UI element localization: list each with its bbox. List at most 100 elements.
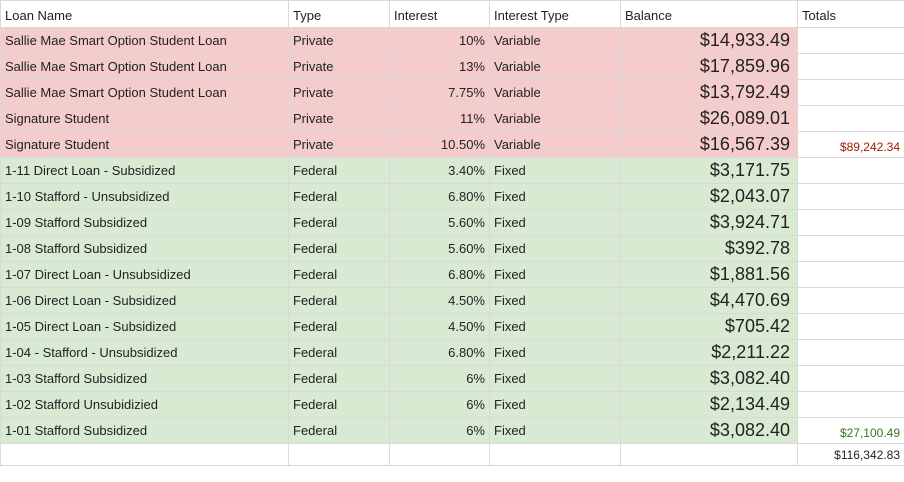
loan-name-cell[interactable]: 1-10 Stafford - Unsubsidized [0,183,289,210]
header-totals[interactable]: Totals [797,0,904,28]
interest-cell[interactable]: 10% [389,27,490,54]
interest-cell[interactable]: 6.80% [389,183,490,210]
interest-cell[interactable]: 13% [389,53,490,80]
balance-cell[interactable]: $3,082.40 [620,417,798,444]
interest-type-cell[interactable]: Fixed [489,157,621,184]
interest-type-cell[interactable]: Fixed [489,365,621,392]
interest-cell[interactable]: 6% [389,417,490,444]
total-cell[interactable] [797,79,904,106]
balance-cell[interactable]: $13,792.49 [620,79,798,106]
balance-cell[interactable]: $17,859.96 [620,53,798,80]
total-cell[interactable] [797,313,904,340]
loan-name-cell[interactable]: 1-04 - Stafford - Unsubsidized [0,339,289,366]
total-cell[interactable] [797,209,904,236]
loan-type-cell[interactable]: Federal [288,365,390,392]
empty-cell[interactable] [0,443,289,466]
total-cell[interactable] [797,53,904,80]
interest-cell[interactable]: 4.50% [389,287,490,314]
loan-type-cell[interactable]: Private [288,53,390,80]
empty-cell[interactable] [489,443,621,466]
interest-cell[interactable]: 11% [389,105,490,132]
balance-cell[interactable]: $2,211.22 [620,339,798,366]
total-cell[interactable] [797,287,904,314]
loan-type-cell[interactable]: Federal [288,157,390,184]
loan-name-cell[interactable]: Sallie Mae Smart Option Student Loan [0,53,289,80]
loan-type-cell[interactable]: Private [288,27,390,54]
interest-type-cell[interactable]: Fixed [489,313,621,340]
loan-type-cell[interactable]: Federal [288,391,390,418]
interest-type-cell[interactable]: Fixed [489,261,621,288]
loan-type-cell[interactable]: Federal [288,261,390,288]
loan-type-cell[interactable]: Federal [288,235,390,262]
total-cell[interactable] [797,183,904,210]
balance-cell[interactable]: $4,470.69 [620,287,798,314]
header-interest-type[interactable]: Interest Type [489,0,621,28]
balance-cell[interactable]: $1,881.56 [620,261,798,288]
balance-cell[interactable]: $2,134.49 [620,391,798,418]
loan-name-cell[interactable]: Sallie Mae Smart Option Student Loan [0,79,289,106]
interest-cell[interactable]: 6.80% [389,339,490,366]
header-loan-name[interactable]: Loan Name [0,0,289,28]
total-cell[interactable] [797,235,904,262]
balance-cell[interactable]: $26,089.01 [620,105,798,132]
loan-name-cell[interactable]: 1-01 Stafford Subsidized [0,417,289,444]
empty-cell[interactable] [389,443,490,466]
loan-name-cell[interactable]: 1-06 Direct Loan - Subsidized [0,287,289,314]
interest-cell[interactable]: 5.60% [389,235,490,262]
empty-cell[interactable] [620,443,798,466]
interest-type-cell[interactable]: Fixed [489,339,621,366]
loan-name-cell[interactable]: Signature Student [0,105,289,132]
loan-name-cell[interactable]: 1-02 Stafford Unsubidizied [0,391,289,418]
loan-name-cell[interactable]: 1-05 Direct Loan - Subsidized [0,313,289,340]
loan-name-cell[interactable]: Signature Student [0,131,289,158]
interest-type-cell[interactable]: Variable [489,53,621,80]
interest-cell[interactable]: 4.50% [389,313,490,340]
total-cell[interactable] [797,261,904,288]
loan-name-cell[interactable]: 1-08 Stafford Subsidized [0,235,289,262]
total-cell[interactable]: $89,242.34 [797,131,904,158]
interest-type-cell[interactable]: Variable [489,27,621,54]
loan-type-cell[interactable]: Federal [288,287,390,314]
balance-cell[interactable]: $705.42 [620,313,798,340]
interest-type-cell[interactable]: Fixed [489,417,621,444]
interest-type-cell[interactable]: Fixed [489,287,621,314]
interest-type-cell[interactable]: Fixed [489,235,621,262]
balance-cell[interactable]: $14,933.49 [620,27,798,54]
interest-cell[interactable]: 3.40% [389,157,490,184]
interest-cell[interactable]: 6% [389,365,490,392]
interest-type-cell[interactable]: Variable [489,79,621,106]
loan-name-cell[interactable]: 1-11 Direct Loan - Subsidized [0,157,289,184]
interest-cell[interactable]: 7.75% [389,79,490,106]
interest-cell[interactable]: 6% [389,391,490,418]
loan-name-cell[interactable]: 1-03 Stafford Subsidized [0,365,289,392]
total-cell[interactable] [797,365,904,392]
header-type[interactable]: Type [288,0,390,28]
loan-type-cell[interactable]: Private [288,79,390,106]
loan-type-cell[interactable]: Federal [288,183,390,210]
loan-type-cell[interactable]: Federal [288,339,390,366]
loan-name-cell[interactable]: 1-07 Direct Loan - Unsubsidized [0,261,289,288]
total-cell[interactable] [797,105,904,132]
total-cell[interactable] [797,27,904,54]
interest-type-cell[interactable]: Fixed [489,391,621,418]
header-balance[interactable]: Balance [620,0,798,28]
loan-type-cell[interactable]: Federal [288,313,390,340]
total-cell[interactable]: $27,100.49 [797,417,904,444]
interest-type-cell[interactable]: Variable [489,105,621,132]
loan-type-cell[interactable]: Federal [288,417,390,444]
loan-type-cell[interactable]: Private [288,131,390,158]
interest-cell[interactable]: 10.50% [389,131,490,158]
interest-type-cell[interactable]: Fixed [489,209,621,236]
loan-name-cell[interactable]: Sallie Mae Smart Option Student Loan [0,27,289,54]
interest-type-cell[interactable]: Fixed [489,183,621,210]
empty-cell[interactable] [288,443,390,466]
loan-type-cell[interactable]: Federal [288,209,390,236]
total-cell[interactable] [797,339,904,366]
interest-cell[interactable]: 5.60% [389,209,490,236]
total-cell[interactable] [797,157,904,184]
balance-cell[interactable]: $3,924.71 [620,209,798,236]
interest-cell[interactable]: 6.80% [389,261,490,288]
balance-cell[interactable]: $392.78 [620,235,798,262]
balance-cell[interactable]: $2,043.07 [620,183,798,210]
balance-cell[interactable]: $16,567.39 [620,131,798,158]
